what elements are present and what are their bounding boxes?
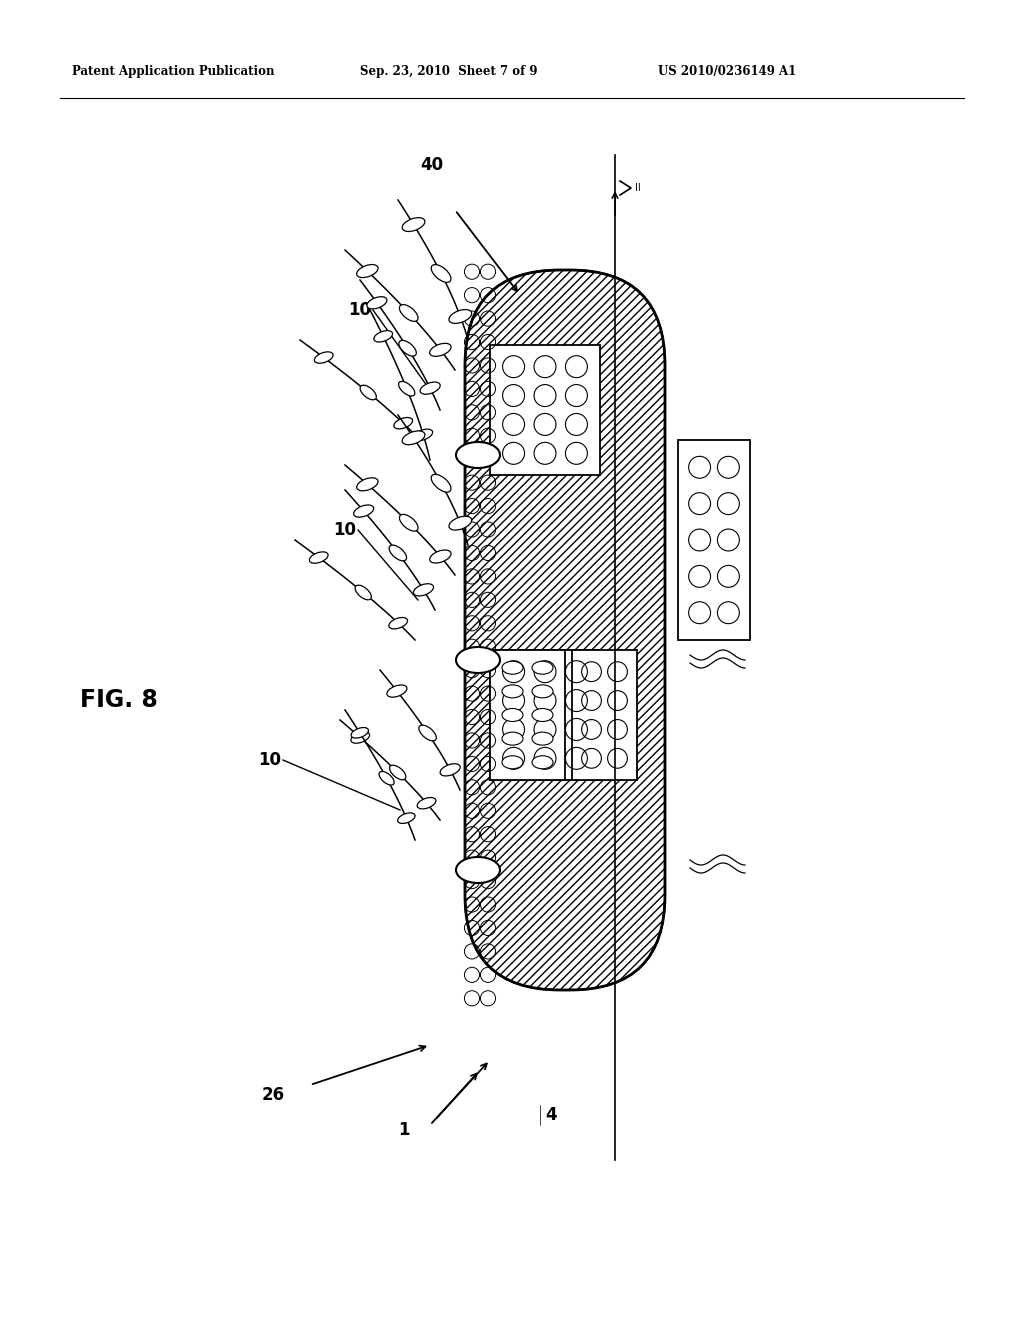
Bar [490, 649, 600, 780]
Ellipse shape [502, 685, 523, 698]
Text: FIG. 8: FIG. 8 [80, 688, 158, 711]
Ellipse shape [532, 661, 553, 675]
Bar [490, 649, 565, 780]
Ellipse shape [532, 733, 553, 744]
Ellipse shape [398, 381, 415, 396]
Ellipse shape [417, 797, 436, 809]
Ellipse shape [355, 585, 372, 599]
Ellipse shape [456, 442, 500, 469]
Bar [490, 345, 600, 475]
Bar [678, 440, 750, 640]
Ellipse shape [399, 341, 417, 356]
Ellipse shape [449, 516, 472, 531]
FancyBboxPatch shape [465, 271, 665, 990]
Ellipse shape [402, 218, 425, 231]
Ellipse shape [431, 264, 451, 282]
Ellipse shape [394, 417, 413, 429]
Ellipse shape [502, 709, 523, 722]
Ellipse shape [356, 478, 378, 491]
Ellipse shape [456, 857, 500, 883]
Ellipse shape [353, 506, 374, 517]
Ellipse shape [309, 552, 328, 564]
Ellipse shape [399, 305, 418, 321]
Text: Sep. 23, 2010  Sheet 7 of 9: Sep. 23, 2010 Sheet 7 of 9 [360, 66, 538, 78]
Ellipse shape [387, 685, 407, 697]
Text: 4: 4 [545, 1106, 557, 1125]
Text: 26: 26 [262, 1086, 285, 1104]
Text: Patent Application Publication: Patent Application Publication [72, 66, 274, 78]
Ellipse shape [414, 429, 432, 441]
Ellipse shape [449, 310, 472, 323]
Text: 10: 10 [258, 751, 281, 770]
Ellipse shape [351, 731, 370, 743]
Text: 40: 40 [420, 156, 443, 174]
Ellipse shape [389, 766, 406, 780]
Ellipse shape [532, 685, 553, 698]
Ellipse shape [532, 756, 553, 768]
Ellipse shape [440, 764, 460, 776]
Ellipse shape [402, 430, 425, 445]
Text: 1: 1 [398, 1121, 410, 1139]
Ellipse shape [367, 297, 387, 309]
Ellipse shape [314, 352, 333, 363]
Ellipse shape [379, 771, 394, 785]
Ellipse shape [399, 515, 418, 531]
Ellipse shape [360, 385, 377, 400]
Ellipse shape [532, 709, 553, 722]
Ellipse shape [351, 727, 369, 738]
Text: US 2010/0236149 A1: US 2010/0236149 A1 [658, 66, 797, 78]
Ellipse shape [456, 647, 500, 673]
Ellipse shape [502, 733, 523, 744]
Ellipse shape [414, 583, 433, 595]
Ellipse shape [431, 474, 451, 492]
Ellipse shape [502, 756, 523, 768]
Ellipse shape [397, 813, 415, 824]
Ellipse shape [430, 550, 451, 564]
Ellipse shape [419, 725, 436, 741]
Bar [572, 649, 637, 780]
Ellipse shape [389, 545, 407, 561]
Ellipse shape [430, 343, 451, 356]
Ellipse shape [502, 661, 523, 675]
Ellipse shape [389, 618, 408, 628]
Ellipse shape [374, 330, 392, 342]
Text: 10: 10 [348, 301, 371, 319]
Text: II: II [635, 183, 641, 193]
Ellipse shape [420, 381, 440, 395]
Ellipse shape [356, 264, 378, 277]
Text: 10: 10 [333, 521, 356, 539]
